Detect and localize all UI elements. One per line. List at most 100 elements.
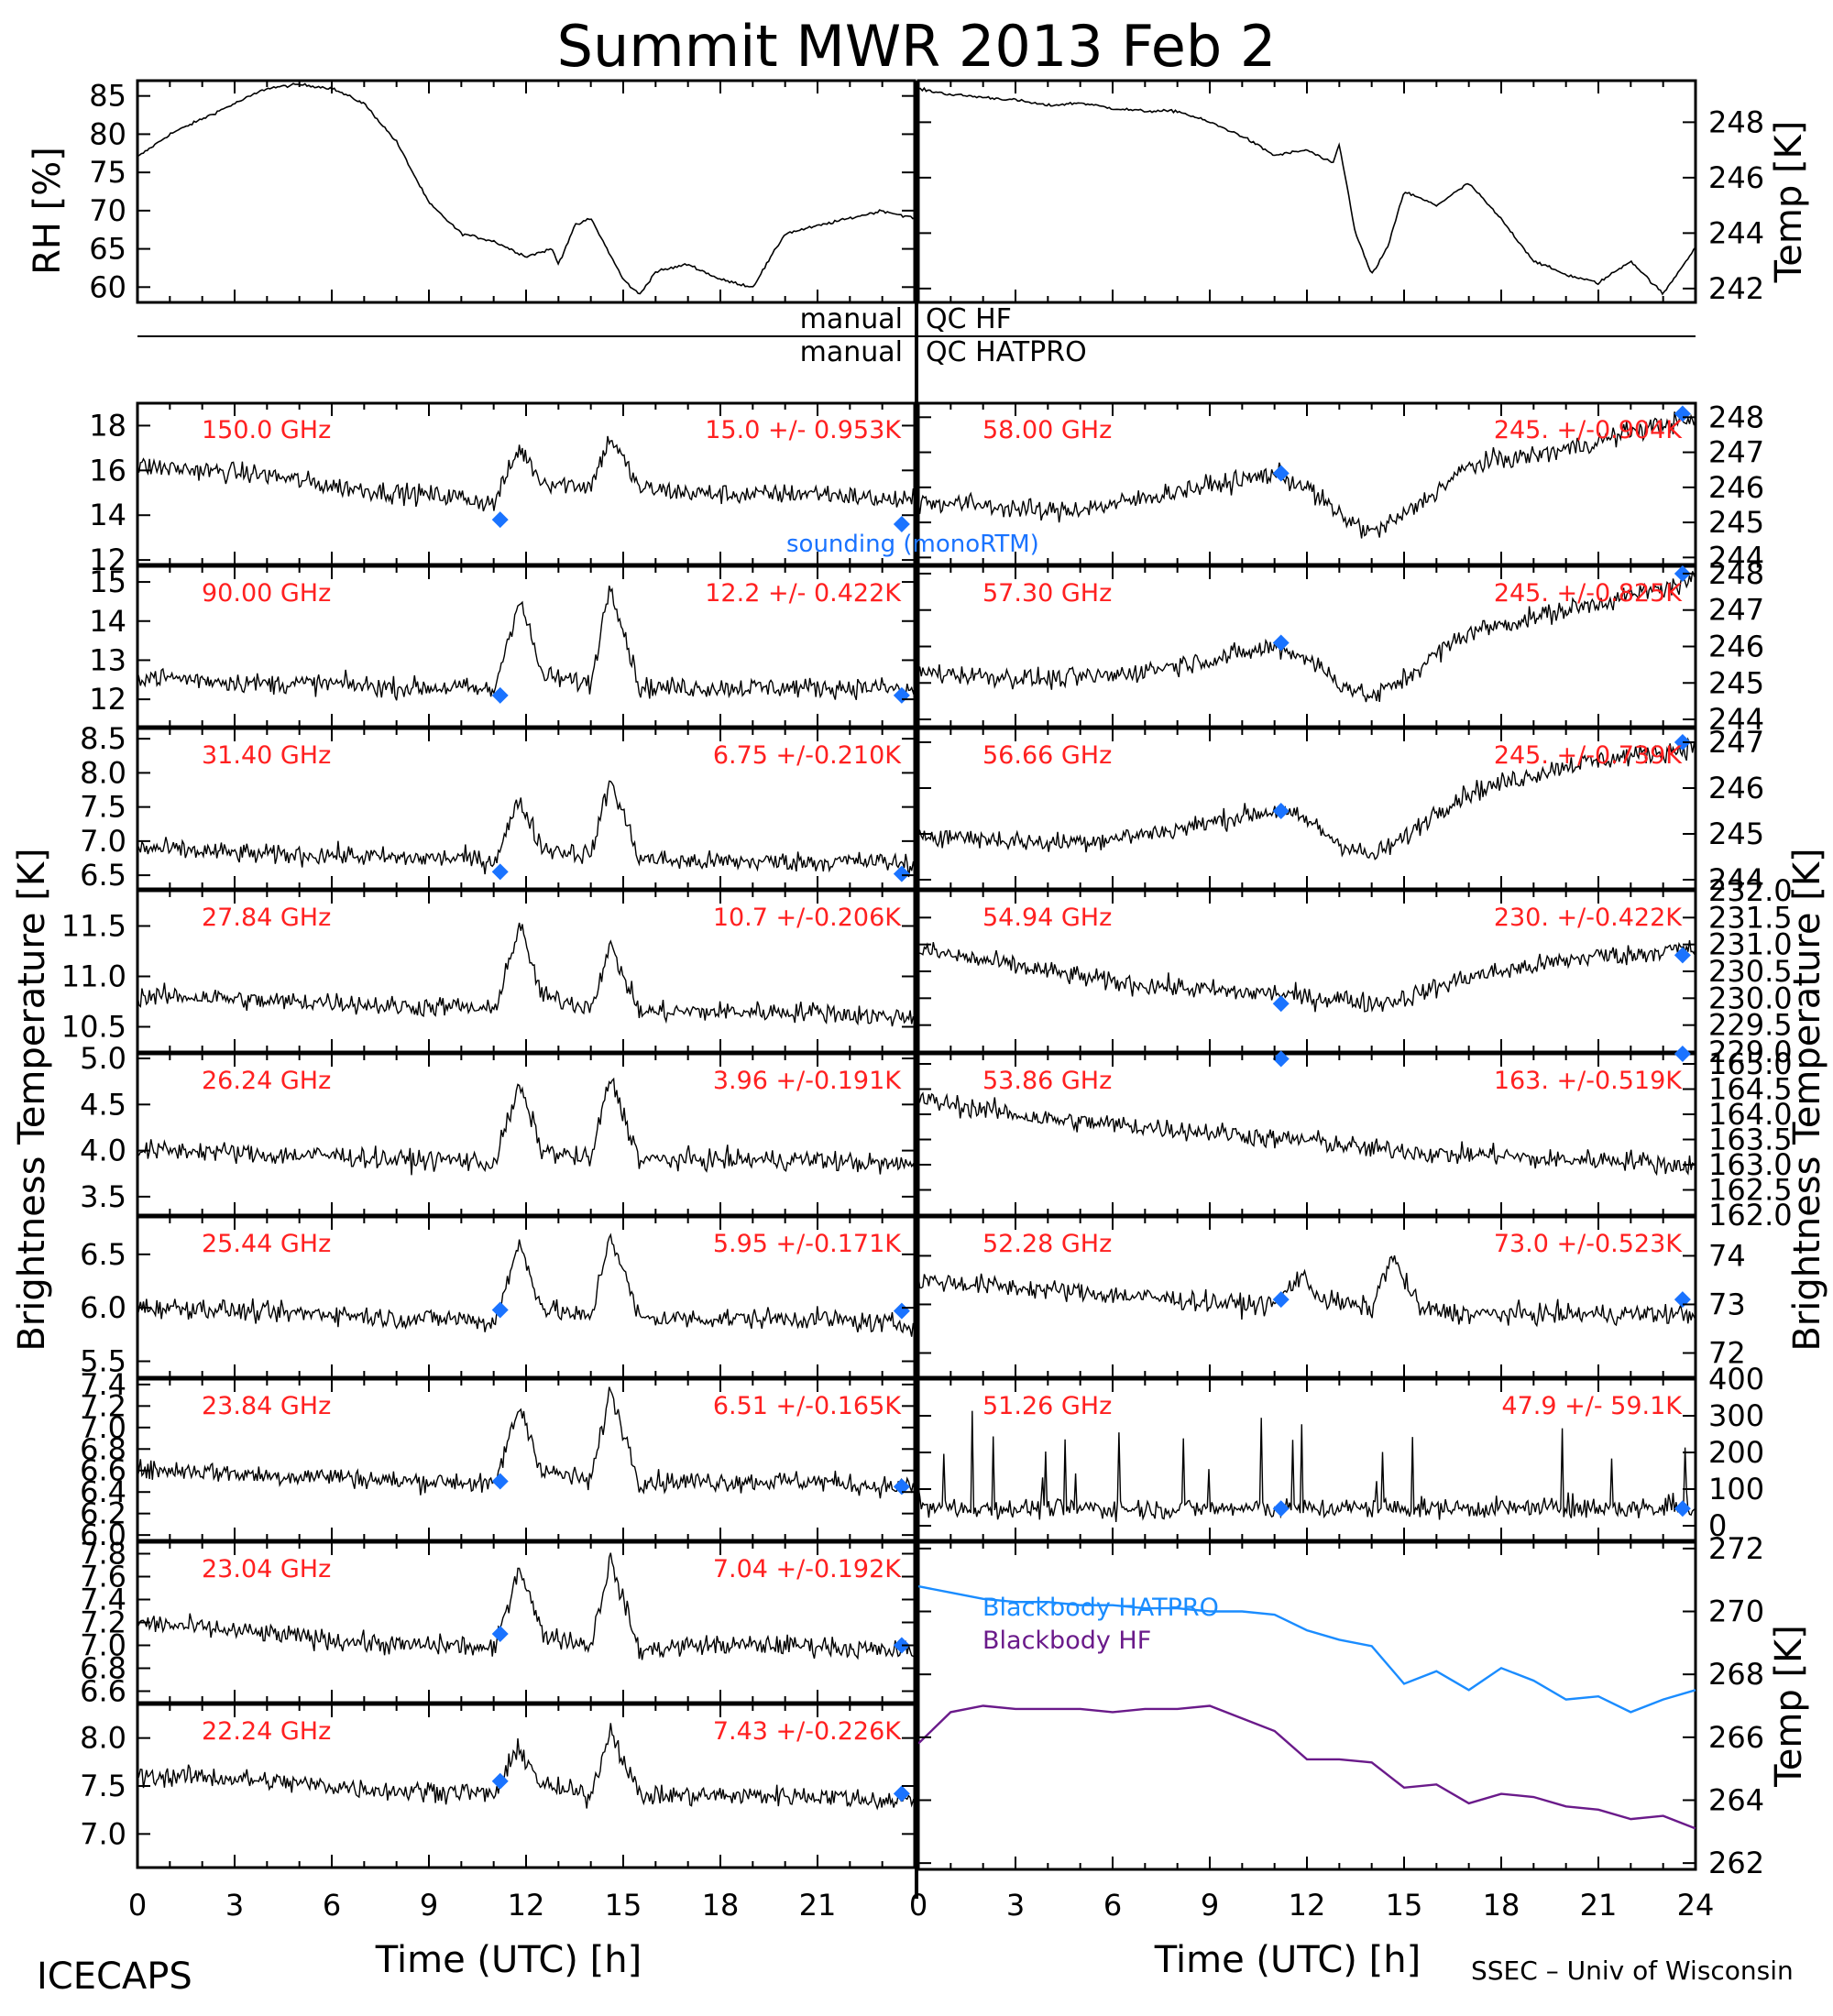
sounding-point [1272,1500,1290,1517]
y-tick-label: 6.6 [80,1453,126,1488]
sounding-point [1272,465,1290,482]
y-tick-label: 165.0 [1708,1046,1793,1081]
sounding-point [893,1637,910,1654]
trace-ch57_3 [917,571,1696,703]
y-tick-label: 7.0 [80,1628,126,1663]
channel-statistics: 245. +/-0.739K [1494,741,1683,770]
channel-frequency: 90.00 GHz [202,579,331,608]
channel-frequency: 54.94 GHz [982,904,1112,932]
y-tick-label: 245 [1708,505,1764,540]
y-tick-label: 72 [1708,1335,1746,1370]
channel-statistics: 6.51 +/-0.165K [713,1392,902,1420]
panel-ch52_28: 72 73 74 52.28 GHz 73.0 +/-0.523K [916,1215,1746,1379]
y-tick-label: 6.6 [80,1674,126,1709]
y-tick-label: 3.5 [80,1179,126,1214]
sounding-point [893,516,910,532]
y-tick-label: 7.8 [80,1537,126,1572]
y-tick-label: 74 [1708,1238,1746,1273]
channel-statistics: 5.95 +/-0.171K [713,1230,902,1258]
channel-frequency: 57.30 GHz [982,579,1112,608]
y-tick-label: 272 [1708,1531,1764,1566]
y-tick-label: 163.0 [1708,1147,1793,1182]
y-tick-label: 7.0 [80,1410,126,1445]
panel-ch23_84: 6.06.26.46.66.87.07.27.4 23.84 GHz 6.51 +/… [80,1367,916,1552]
y-tick-label: 7.5 [80,1769,126,1803]
sounding-point [491,1301,509,1319]
y-tick-label: 248 [1708,556,1764,591]
x-axis-label-right: Time (UTC) [h] [1154,1939,1421,1981]
y-tick-label: 6.0 [80,1517,126,1552]
y-tick-label: 8.5 [80,721,126,756]
trace-line-ch54_94 [917,940,1696,1013]
y-tick-label: 245 [1708,665,1764,700]
y-tick-label: 0 [1708,1508,1727,1543]
channel-frequency: 56.66 GHz [982,741,1112,770]
legend-sounding: sounding (monoRTM) [786,531,1039,558]
y-tick-label: 4.0 [80,1134,126,1168]
channel-frequency: 23.84 GHz [202,1392,331,1420]
y-tick-label: 230.0 [1708,981,1793,1015]
sounding-point [1272,1291,1290,1309]
y-tick-label: 14 [89,498,126,532]
y-tick-label: 6.8 [80,1651,126,1686]
channel-frequency: 27.84 GHz [202,904,331,932]
y-tick-label: 300 [1708,1398,1764,1433]
x-tick-label: 15 [1386,1888,1423,1923]
legend-sounding-label: sounding (monoRTM) [786,531,1039,558]
y-tick-label: 247 [1708,435,1764,470]
channel-frequency: 31.40 GHz [202,741,331,770]
y-tick-label: 7.5 [80,790,126,825]
channel-frequency: 51.26 GHz [982,1392,1112,1420]
y-tick-label: 6.0 [80,1290,126,1325]
trace-ch23_84 [137,1386,916,1499]
y-tick-label: 11.5 [61,909,126,944]
footer-right: SSEC – Univ of Wisconsin [1471,1956,1794,1986]
y-tick-label: 400 [1708,1362,1764,1397]
y-tick-label: 4.5 [80,1087,126,1122]
y-tick-label: 245 [1708,816,1764,851]
y-tick-label: 247 [1708,725,1764,760]
trace-ch26_24 [137,1077,916,1176]
y-tick-label: 246 [1708,771,1764,805]
x-tick-label: 3 [1006,1888,1025,1923]
sounding-point [1674,734,1691,751]
y-tick-label: 7.2 [80,1605,126,1640]
footer-left: ICECAPS [37,1956,192,1998]
y-tick-label: 8.0 [80,1721,126,1756]
trace-line-ch23_04 [137,1552,916,1660]
sounding-point [491,1772,509,1790]
panel-ch56_66: 244 245 246 247 56.66 GHz 245. +/-0.739K [916,725,1764,897]
y-tick-label: 73 [1708,1287,1746,1321]
y-tick-label: 7.0 [80,824,126,859]
trace-line-ch150 [137,435,916,512]
panel-temp-frame [916,79,1697,304]
series-name-0: Blackbody HATPRO [982,1594,1219,1622]
sounding-point [1674,1046,1691,1062]
x-axis-right: 0 3 6 9 12 15 18 21 24 [909,1888,1715,1923]
y-tick-label: 6.5 [80,858,126,893]
y-tick-label: 75 [89,155,126,190]
channel-frequency: 23.04 GHz [202,1555,331,1583]
sounding-point [1674,947,1691,964]
y-tick-label: 85 [89,79,126,114]
y-tick-label: 6.2 [80,1496,126,1531]
panel-ch31_4: 6.57.07.58.08.5 31.40 GHz 6.75 +/-0.210K [80,721,916,893]
y-tick-label: 10.5 [61,1010,126,1045]
y-tick-label: 247 [1708,593,1764,628]
y-tick-label: 262 [1708,1846,1764,1880]
panel-temp: 242 244 246 248 [916,79,1764,306]
y-tick-label: 246 [1708,160,1764,195]
channel-statistics: 7.04 +/-0.192K [713,1555,902,1583]
series-line-0 [917,1584,1696,1714]
channel-statistics: 12.2 +/- 0.422K [705,579,902,608]
trace-line-ch22_24 [137,1723,916,1811]
y-tick-label: 7.4 [80,1367,126,1402]
y-tick-label: 248 [1708,104,1764,139]
y-tick-label: 229.5 [1708,1008,1793,1043]
y-tick-label: 12 [89,682,126,717]
